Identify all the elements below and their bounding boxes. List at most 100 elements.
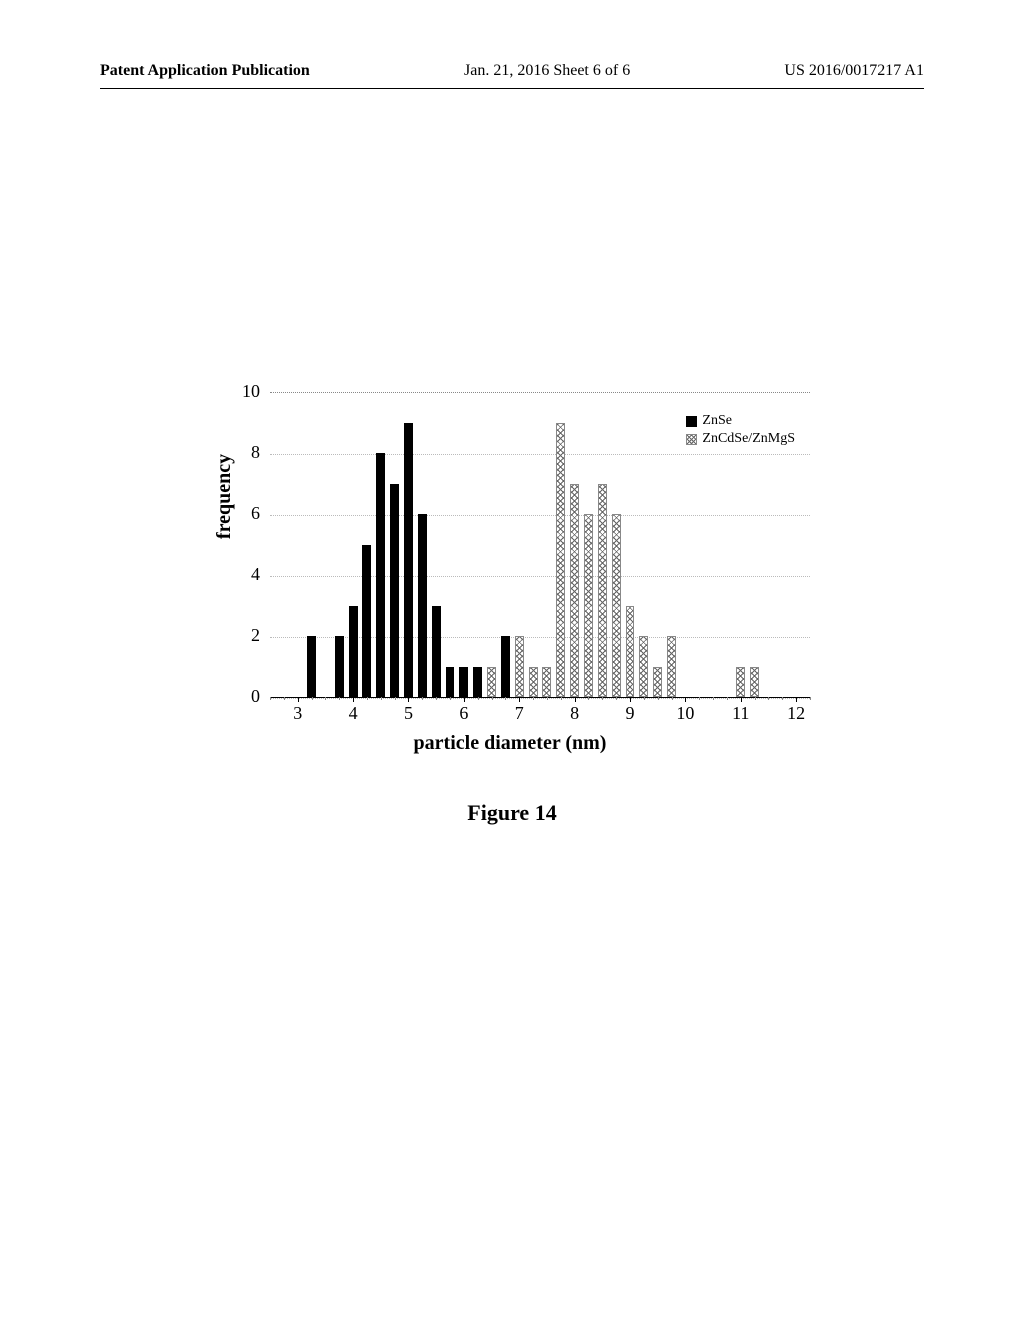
- x-tick-mark: [325, 697, 326, 700]
- x-tick-mark: [658, 697, 659, 700]
- x-tick-mark: [492, 697, 493, 700]
- bar-znse: [473, 667, 482, 698]
- bar-znse: [335, 636, 344, 697]
- x-tick-label: 8: [560, 703, 590, 724]
- bar-znse: [404, 423, 413, 698]
- x-tick-mark: [602, 697, 603, 700]
- x-tick-mark: [588, 697, 589, 700]
- legend-swatch-zncdse: [686, 434, 697, 445]
- bar-zncdse: [515, 636, 524, 697]
- x-tick-mark: [561, 697, 562, 700]
- gridline: [270, 454, 810, 455]
- bar-zncdse: [626, 606, 635, 698]
- plot-area: ZnSe ZnCdSe/ZnMgS: [270, 392, 810, 697]
- x-tick-mark: [741, 697, 742, 702]
- y-tick-label: 2: [230, 625, 260, 646]
- bar-zncdse: [556, 423, 565, 698]
- x-tick-mark: [450, 697, 451, 700]
- x-tick-label: 9: [615, 703, 645, 724]
- legend-label-zncdse: ZnCdSe/ZnMgS: [702, 431, 795, 447]
- bar-zncdse: [570, 484, 579, 698]
- x-tick-mark: [782, 697, 783, 700]
- bar-zncdse: [736, 667, 745, 698]
- x-tick-label: 5: [393, 703, 423, 724]
- x-tick-mark: [395, 697, 396, 700]
- x-tick-mark: [630, 697, 631, 702]
- x-tick-mark: [505, 697, 506, 700]
- x-tick-label: 3: [283, 703, 313, 724]
- x-tick-mark: [533, 697, 534, 700]
- bar-zncdse: [750, 667, 759, 698]
- bar-znse: [418, 514, 427, 697]
- bar-znse: [307, 636, 316, 697]
- chart-legend: ZnSe ZnCdSe/ZnMgS: [686, 413, 795, 449]
- y-tick-label: 8: [230, 442, 260, 463]
- header-publication: Patent Application Publication: [100, 62, 310, 80]
- bar-znse: [349, 606, 358, 698]
- page-header: Patent Application Publication Jan. 21, …: [0, 62, 1024, 89]
- x-tick-label: 7: [504, 703, 534, 724]
- x-tick-mark: [464, 697, 465, 702]
- y-tick-label: 0: [230, 686, 260, 707]
- gridline: [270, 698, 810, 699]
- x-tick-label: 4: [338, 703, 368, 724]
- x-tick-mark: [672, 697, 673, 700]
- x-tick-mark: [519, 697, 520, 702]
- legend-swatch-znse: [686, 416, 697, 427]
- x-tick-mark: [685, 697, 686, 702]
- bar-zncdse: [612, 514, 621, 697]
- x-tick-mark: [810, 697, 811, 700]
- x-tick-mark: [436, 697, 437, 700]
- x-tick-mark: [616, 697, 617, 700]
- header-line: Patent Application Publication Jan. 21, …: [100, 62, 924, 80]
- bar-zncdse: [639, 636, 648, 697]
- bar-zncdse: [487, 667, 496, 698]
- bar-znse: [432, 606, 441, 698]
- x-tick-label: 11: [726, 703, 756, 724]
- x-axis-line: [270, 697, 810, 698]
- x-tick-mark: [284, 697, 285, 700]
- x-tick-mark: [422, 697, 423, 700]
- x-tick-mark: [575, 697, 576, 702]
- x-tick-mark: [408, 697, 409, 702]
- x-tick-mark: [713, 697, 714, 700]
- x-tick-label: 12: [781, 703, 811, 724]
- x-tick-mark: [270, 697, 271, 700]
- x-axis-label: particle diameter (nm): [195, 732, 825, 755]
- bar-chart: frequency 0246810 ZnSe ZnCdSe/ZnMgS 3456…: [195, 380, 825, 750]
- x-tick-label: 10: [670, 703, 700, 724]
- bar-zncdse: [598, 484, 607, 698]
- figure-caption: Figure 14: [0, 800, 1024, 826]
- x-tick-mark: [796, 697, 797, 702]
- x-tick-mark: [367, 697, 368, 700]
- header-divider: [100, 88, 924, 89]
- bar-zncdse: [584, 514, 593, 697]
- x-tick-mark: [547, 697, 548, 700]
- x-tick-mark: [339, 697, 340, 700]
- x-tick-mark: [478, 697, 479, 700]
- x-tick-mark: [768, 697, 769, 700]
- bar-znse: [446, 667, 455, 698]
- bar-zncdse: [529, 667, 538, 698]
- bar-znse: [501, 636, 510, 697]
- x-tick-mark: [353, 697, 354, 702]
- y-axis-label: frequency: [213, 454, 236, 539]
- x-tick-mark: [312, 697, 313, 700]
- y-tick-label: 6: [230, 503, 260, 524]
- bar-zncdse: [667, 636, 676, 697]
- x-tick-mark: [298, 697, 299, 702]
- header-date-sheet: Jan. 21, 2016 Sheet 6 of 6: [464, 62, 630, 80]
- y-tick-label: 10: [230, 381, 260, 402]
- legend-item-zncdse: ZnCdSe/ZnMgS: [686, 431, 795, 447]
- x-tick-mark: [699, 697, 700, 700]
- x-tick-mark: [644, 697, 645, 700]
- bar-zncdse: [542, 667, 551, 698]
- gridline: [270, 576, 810, 577]
- x-tick-mark: [727, 697, 728, 700]
- legend-label-znse: ZnSe: [702, 413, 732, 429]
- bar-znse: [362, 545, 371, 698]
- bar-znse: [459, 667, 468, 698]
- legend-item-znse: ZnSe: [686, 413, 795, 429]
- bar-zncdse: [653, 667, 662, 698]
- header-patent-number: US 2016/0017217 A1: [784, 62, 924, 80]
